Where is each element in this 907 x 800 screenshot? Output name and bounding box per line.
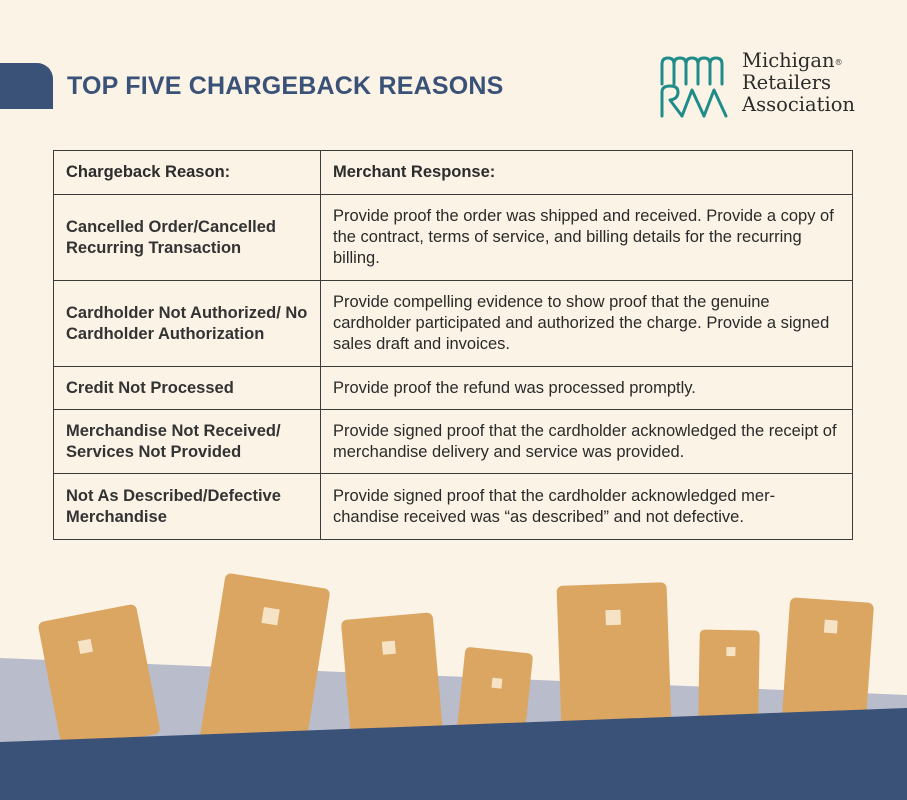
response-cell: Provide signed proof that the cardholder… xyxy=(320,409,853,474)
reason-cell: Not As Described/Defective Merchandise xyxy=(53,473,321,540)
navy-ground xyxy=(0,708,907,800)
card xyxy=(556,582,673,752)
table-row: Cardholder Not Authorized/ No Cardholder… xyxy=(53,280,853,367)
table-row: Cancelled Order/Cancelled Recurring Tran… xyxy=(53,194,853,281)
table-header-row: Chargeback Reason: Merchant Response: xyxy=(53,150,853,195)
logo-line-association: Association xyxy=(742,93,855,116)
card xyxy=(697,629,760,741)
logo-wordmark: Michigan® Retailers Association xyxy=(742,50,855,116)
column-header-reason: Chargeback Reason: xyxy=(53,150,321,195)
chargeback-reasons-table: Chargeback Reason: Merchant Response: Ca… xyxy=(53,150,853,540)
table-row: Not As Described/Defective Merchandise P… xyxy=(53,473,853,540)
column-header-response: Merchant Response: xyxy=(320,150,853,195)
table-row: Merchandise Not Received/ Services Not P… xyxy=(53,409,853,474)
card xyxy=(38,604,160,752)
card xyxy=(780,597,874,743)
response-cell: Provide proof the order was shipped and … xyxy=(320,194,853,281)
table-row: Credit Not Processed Provide proof the r… xyxy=(53,366,853,410)
response-cell: Provide compelling evidence to show proo… xyxy=(320,280,853,367)
page-title: TOP FIVE CHARGEBACK REASONS xyxy=(67,72,504,100)
card xyxy=(341,612,445,760)
card xyxy=(199,573,330,759)
response-cell: Provide signed proof that the cardholder… xyxy=(320,473,853,540)
mra-monogram-icon xyxy=(660,56,728,118)
title-accent-tab xyxy=(0,63,53,109)
logo-line-retailers: Retailers xyxy=(742,71,832,94)
reason-cell: Merchandise Not Received/ Services Not P… xyxy=(53,409,321,474)
reason-cell: Cardholder Not Authorized/ No Cardholder… xyxy=(53,280,321,367)
registered-mark: ® xyxy=(834,58,843,67)
reason-cell: Cancelled Order/Cancelled Recurring Tran… xyxy=(53,194,321,281)
response-cell: Provide proof the refund was processed p… xyxy=(320,366,853,410)
logo-line-michigan: Michigan xyxy=(742,49,835,72)
credit-cards-illustration xyxy=(0,573,907,800)
michigan-retailers-association-logo: Michigan® Retailers Association xyxy=(658,50,863,124)
reason-cell: Credit Not Processed xyxy=(53,366,321,410)
